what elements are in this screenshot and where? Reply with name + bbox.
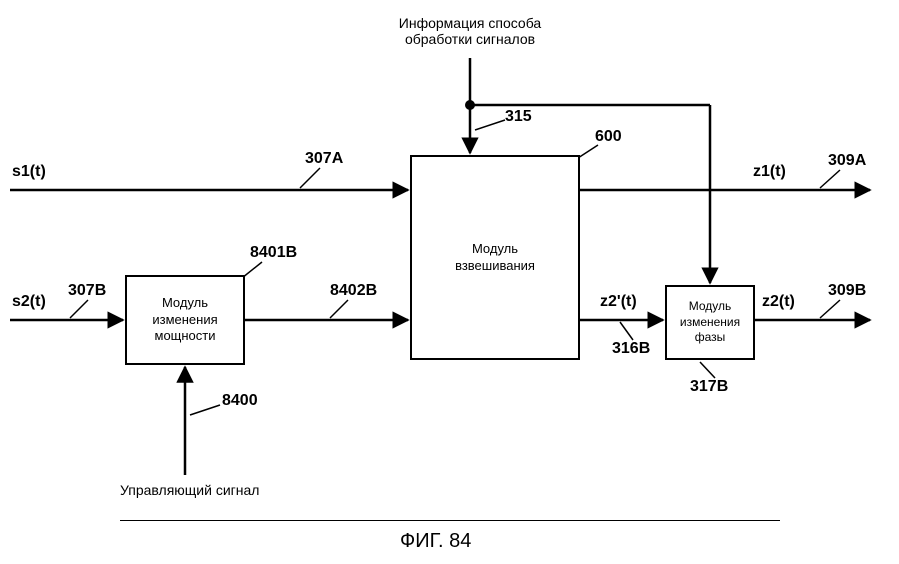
weight-module-label: Модуль взвешивания [455, 241, 535, 275]
ref-315: 315 [505, 108, 532, 126]
ref-317B: 317B [690, 378, 728, 396]
ref-8400: 8400 [222, 392, 258, 410]
phase-module-label: Модуль изменения фазы [680, 299, 740, 346]
divider-line [120, 520, 780, 521]
z2-label: z2(t) [762, 293, 795, 311]
z2p-label: z2'(t) [600, 293, 637, 311]
power-module-label: Модуль изменения мощности [152, 295, 217, 346]
phase-change-module: Модуль изменения фазы [665, 285, 755, 360]
ref-307B: 307B [68, 282, 106, 300]
s1-label: s1(t) [12, 163, 46, 181]
ref-307A: 307A [305, 150, 343, 168]
power-change-module: Модуль изменения мощности [125, 275, 245, 365]
control-signal-label: Управляющий сигнал [120, 482, 259, 498]
diagram-container: { "title_top": "Информация способа\nобра… [0, 0, 899, 564]
s2-label: s2(t) [12, 293, 46, 311]
ref-8401B: 8401B [250, 244, 297, 262]
ref-8402B: 8402B [330, 282, 377, 300]
z1-label: z1(t) [753, 163, 786, 181]
figure-caption: ФИГ. 84 [400, 530, 471, 553]
weighting-module: Модуль взвешивания [410, 155, 580, 360]
ref-309A: 309A [828, 152, 866, 170]
ref-600: 600 [595, 128, 622, 146]
ref-309B: 309B [828, 282, 866, 300]
info-label: Информация способа обработки сигналов [370, 15, 570, 47]
ref-316B: 316B [612, 340, 650, 358]
